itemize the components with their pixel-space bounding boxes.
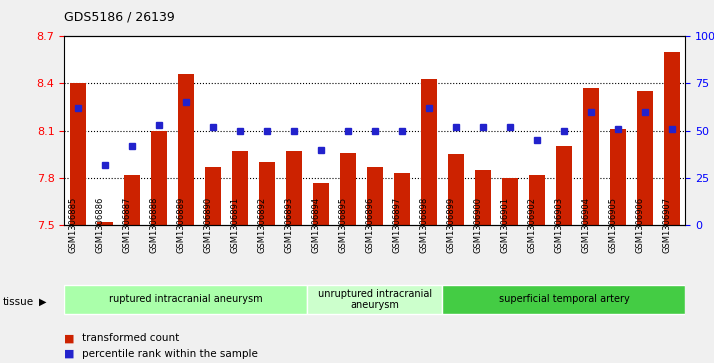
Bar <box>313 183 329 225</box>
Text: percentile rank within the sample: percentile rank within the sample <box>82 349 258 359</box>
Bar <box>393 173 410 225</box>
Bar <box>205 167 221 225</box>
Text: GSM1306888: GSM1306888 <box>150 197 159 253</box>
Text: GSM1306897: GSM1306897 <box>393 197 402 253</box>
Bar <box>124 175 140 225</box>
Text: GSM1306896: GSM1306896 <box>366 197 375 253</box>
Bar <box>64 285 307 314</box>
Text: GSM1306903: GSM1306903 <box>555 197 564 253</box>
Bar <box>583 88 599 225</box>
Bar <box>443 285 685 314</box>
Bar <box>555 146 572 225</box>
Text: GSM1306886: GSM1306886 <box>96 197 105 253</box>
Text: GSM1306887: GSM1306887 <box>123 197 132 253</box>
Bar <box>151 131 167 225</box>
Bar <box>232 151 248 225</box>
Text: GSM1306898: GSM1306898 <box>420 197 429 253</box>
Bar <box>367 167 383 225</box>
Text: GSM1306905: GSM1306905 <box>609 197 618 253</box>
Bar <box>307 285 443 314</box>
Text: GSM1306894: GSM1306894 <box>312 197 321 253</box>
Bar <box>286 151 302 225</box>
Text: GSM1306890: GSM1306890 <box>203 197 213 253</box>
Text: ■: ■ <box>64 349 75 359</box>
Bar <box>610 129 626 225</box>
Bar <box>502 178 518 225</box>
Bar <box>637 91 653 225</box>
Bar <box>178 74 194 225</box>
Text: GSM1306900: GSM1306900 <box>474 197 483 253</box>
Text: GSM1306893: GSM1306893 <box>285 197 294 253</box>
Text: ▶: ▶ <box>39 297 47 307</box>
Text: GDS5186 / 26139: GDS5186 / 26139 <box>64 11 175 24</box>
Text: GSM1306889: GSM1306889 <box>177 197 186 253</box>
Text: superficial temporal artery: superficial temporal artery <box>498 294 629 305</box>
Text: unruptured intracranial
aneurysm: unruptured intracranial aneurysm <box>318 289 432 310</box>
Text: GSM1306899: GSM1306899 <box>447 197 456 253</box>
Text: tissue: tissue <box>3 297 34 307</box>
Bar <box>340 153 356 225</box>
Text: GSM1306885: GSM1306885 <box>69 197 78 253</box>
Bar <box>448 154 464 225</box>
Text: GSM1306891: GSM1306891 <box>231 197 240 253</box>
Bar <box>529 175 545 225</box>
Text: GSM1306904: GSM1306904 <box>582 197 591 253</box>
Bar <box>70 83 86 225</box>
Bar <box>421 79 437 225</box>
Text: transformed count: transformed count <box>82 333 179 343</box>
Text: ruptured intracranial aneurysm: ruptured intracranial aneurysm <box>109 294 263 305</box>
Text: GSM1306902: GSM1306902 <box>528 197 537 253</box>
Bar <box>475 170 491 225</box>
Text: GSM1306901: GSM1306901 <box>501 197 510 253</box>
Bar <box>258 162 275 225</box>
Text: GSM1306907: GSM1306907 <box>663 197 672 253</box>
Text: GSM1306906: GSM1306906 <box>636 197 645 253</box>
Text: ■: ■ <box>64 333 75 343</box>
Bar <box>664 52 680 225</box>
Bar <box>96 222 113 225</box>
Text: GSM1306895: GSM1306895 <box>339 197 348 253</box>
Text: GSM1306892: GSM1306892 <box>258 197 267 253</box>
